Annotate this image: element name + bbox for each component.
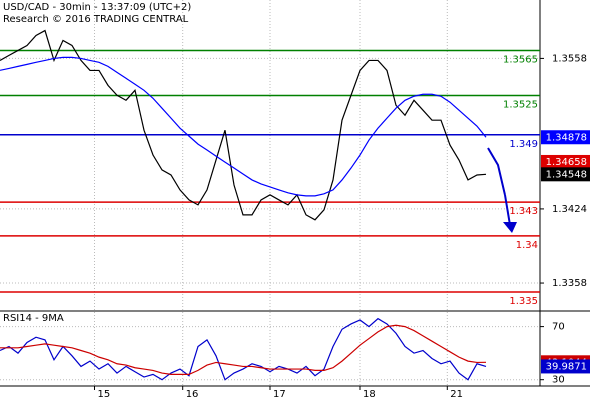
forecast-arrow [487,147,506,196]
level-label: 1.3525 [503,99,538,110]
series-line [0,317,487,381]
chart-title: USD/CAD - 30min - 13:37:09 (UTC+2) [3,2,191,13]
level-label: 1.343 [509,206,538,217]
series-line [0,56,487,197]
x-tick-label: 16 [186,389,199,400]
price-box-label: 39.9871 [546,361,587,372]
price-box [541,359,590,374]
price-box [541,167,590,182]
y-tick-label: 1.3558 [552,53,587,64]
series-line [0,324,487,375]
price-box-label: 1.34878 [546,132,587,143]
level-label: 1.3565 [503,55,538,66]
forecast-arrow [504,194,511,226]
price-box-label: 1.34548 [546,169,587,180]
x-tick-label: 21 [450,389,463,400]
price-box [541,154,590,169]
price-box-label: 1.34658 [546,157,587,168]
x-tick-label: 18 [363,389,376,400]
price-box [541,130,590,145]
forecast-arrowhead [503,222,517,233]
level-label: 1.34 [516,240,538,251]
chart-subtitle: Research © 2016 TRADING CENTRAL [3,14,189,25]
y-tick-label: 1.3424 [552,204,587,215]
level-label: 1.349 [509,139,538,150]
series-line [0,29,487,221]
x-tick-label: 17 [273,389,286,400]
y-tick-label: 30 [552,375,565,386]
level-label: 1.335 [509,296,538,307]
y-tick-label: 70 [552,322,565,333]
x-tick-label: 15 [98,389,111,400]
y-tick-label: 1.3358 [552,278,587,289]
rsi-title: RSI14 - 9MA [3,313,64,324]
